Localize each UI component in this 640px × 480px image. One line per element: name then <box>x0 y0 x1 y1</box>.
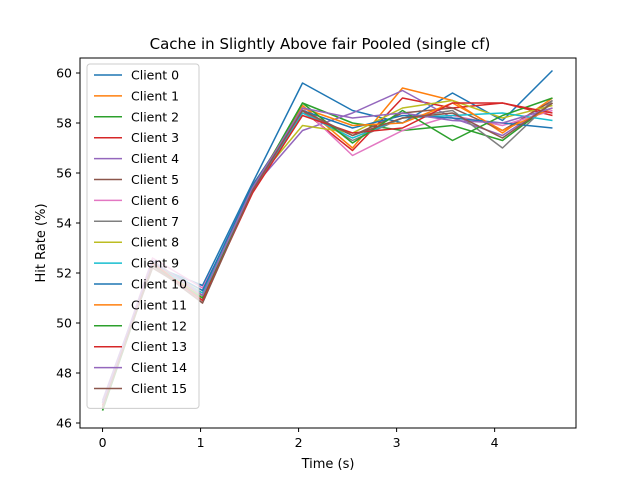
x-tick-label: 3 <box>393 435 401 450</box>
legend-label-6: Client 6 <box>131 193 179 208</box>
y-tick-label: 56 <box>56 166 72 181</box>
chart-title: Cache in Slightly Above fair Pooled (sin… <box>150 35 491 53</box>
x-tick-label: 4 <box>491 435 499 450</box>
legend-label-15: Client 15 <box>131 381 187 396</box>
legend-label-14: Client 14 <box>131 360 187 375</box>
legend-label-12: Client 12 <box>131 318 187 333</box>
legend-label-0: Client 0 <box>131 68 179 83</box>
x-tick-label: 1 <box>197 435 205 450</box>
legend-label-7: Client 7 <box>131 214 179 229</box>
legend-label-10: Client 10 <box>131 277 187 292</box>
legend-label-2: Client 2 <box>131 109 179 124</box>
x-tick-label: 2 <box>295 435 303 450</box>
legend-label-9: Client 9 <box>131 256 179 271</box>
legend-box <box>86 63 200 409</box>
y-axis: 46 48 50 52 54 56 58 60 <box>56 66 80 431</box>
x-axis: 0 1 2 3 4 <box>99 428 499 450</box>
legend-label-4: Client 4 <box>131 151 179 166</box>
legend-label-8: Client 8 <box>131 235 179 250</box>
y-tick-label: 46 <box>56 416 72 431</box>
y-tick-label: 54 <box>56 216 72 231</box>
x-tick-label: 0 <box>99 435 107 450</box>
y-tick-label: 50 <box>56 316 72 331</box>
legend-label-11: Client 11 <box>131 297 187 312</box>
legend-label-13: Client 13 <box>131 339 187 354</box>
legend-label-1: Client 1 <box>131 88 179 103</box>
plot-frame <box>79 57 577 429</box>
legend-label-3: Client 3 <box>131 130 179 145</box>
x-axis-label: Time (s) <box>301 457 355 472</box>
y-axis-label: Hit Rate (%) <box>34 203 49 282</box>
y-tick-label: 60 <box>56 66 72 81</box>
y-tick-label: 58 <box>56 116 72 131</box>
y-tick-label: 48 <box>56 366 72 381</box>
legend-label-5: Client 5 <box>131 172 179 187</box>
y-tick-label: 52 <box>56 266 72 281</box>
legend: Client 0 Client 1 Client 2 Client 3 Client 4… <box>86 63 200 409</box>
